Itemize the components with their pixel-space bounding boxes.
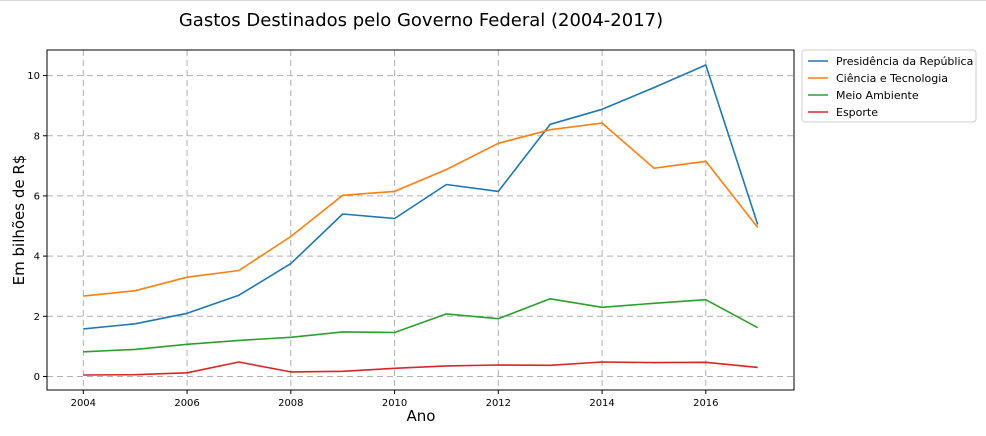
series-line-1 — [83, 64, 759, 330]
y-tick-label: 6 — [34, 191, 40, 202]
gridlines — [47, 50, 794, 390]
legend-label: Meio Ambiente — [836, 89, 919, 102]
legend-label: Presidência da República — [836, 55, 973, 68]
plot-area — [46, 49, 795, 391]
series-line-3 — [83, 297, 759, 353]
x-tick-label: 2004 — [71, 398, 96, 409]
x-tick-label: 2012 — [486, 398, 511, 409]
legend: Presidência da República Ciência e Tecnol… — [801, 49, 977, 123]
chart-title: Gastos Destinados pelo Governo Federal (… — [179, 10, 663, 31]
x-axis: 2004 2006 2008 2010 2012 2014 2016 — [71, 390, 719, 409]
y-tick-label: 0 — [34, 372, 40, 383]
y-axis: 0 2 4 6 8 10 — [27, 71, 47, 383]
x-tick-label: 2014 — [589, 398, 614, 409]
series-line-4 — [83, 361, 758, 376]
top-border — [0, 0, 986, 1]
y-tick-label: 4 — [34, 252, 40, 263]
x-tick-label: 2006 — [174, 398, 199, 409]
y-axis-label: Em bilhões de R$ — [10, 155, 28, 286]
y-tick-label: 8 — [34, 131, 40, 142]
x-tick-label: 2016 — [693, 398, 718, 409]
x-tick-label: 2008 — [278, 398, 303, 409]
legend-label: Esporte — [836, 106, 878, 119]
x-axis-label: Ano — [407, 407, 436, 425]
series-line-2 — [83, 122, 759, 297]
series-lines — [83, 64, 759, 376]
legend-box — [801, 49, 977, 123]
y-tick-label: 2 — [34, 312, 40, 323]
y-tick-label: 10 — [27, 71, 40, 82]
legend-label: Ciência e Tecnologia — [836, 72, 948, 85]
x-tick-label: 2010 — [382, 398, 407, 409]
